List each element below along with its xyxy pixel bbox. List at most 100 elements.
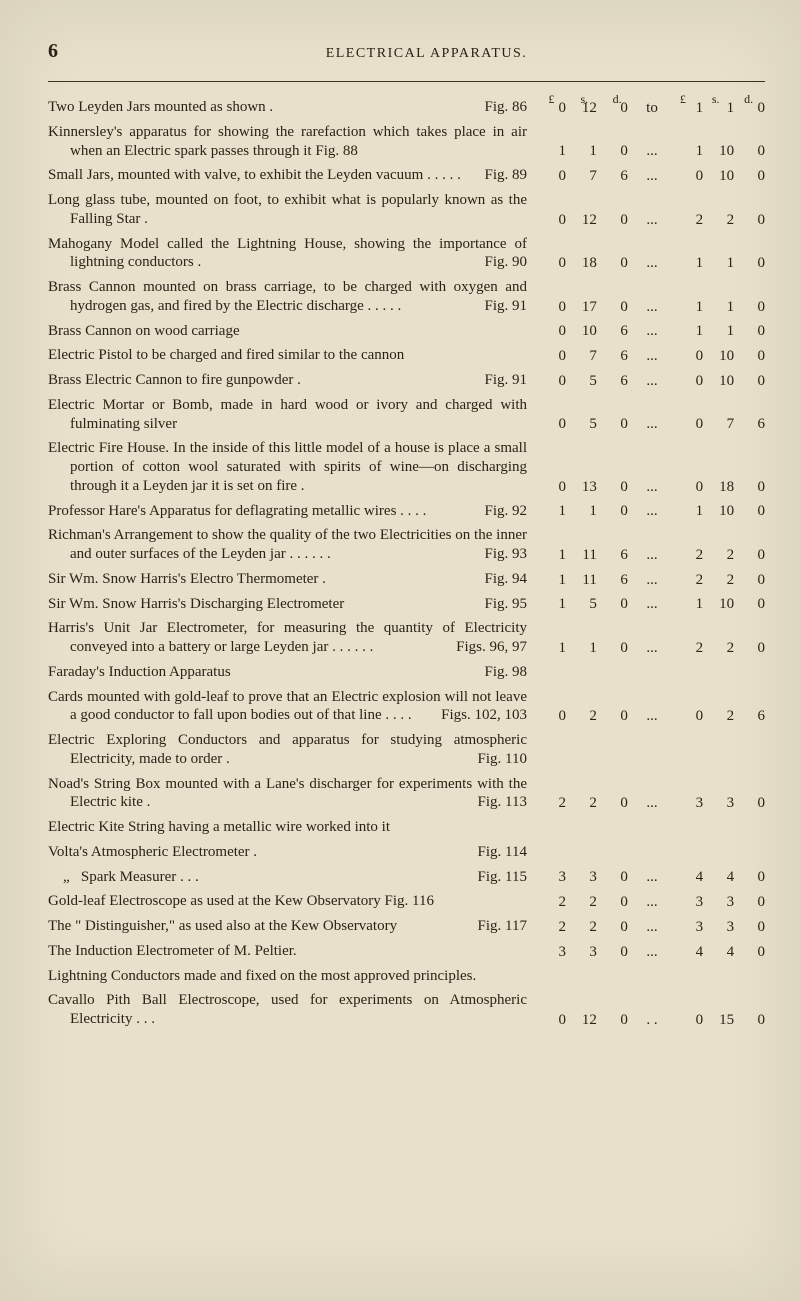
figure-reference: Fig. 91 bbox=[472, 371, 527, 390]
figure-reference: Fig. 94 bbox=[472, 570, 527, 589]
entry-description: Cards mounted with gold-leaf to prove th… bbox=[48, 688, 535, 726]
price-col: 0 bbox=[672, 168, 703, 185]
price-col: 3 bbox=[672, 894, 703, 911]
price-col: 10 bbox=[703, 143, 734, 160]
price-col: ... bbox=[628, 944, 672, 961]
price-col: 0 bbox=[734, 894, 765, 911]
price-col: ... bbox=[628, 255, 672, 272]
figure-reference: Fig. 113 bbox=[488, 793, 527, 812]
price-col: 12 bbox=[566, 1012, 597, 1029]
price-col: 3 bbox=[703, 919, 734, 936]
price-col: ... bbox=[628, 168, 672, 185]
price-col: 2 bbox=[703, 572, 734, 589]
price-col: 0 bbox=[734, 168, 765, 185]
price-col: ... bbox=[628, 640, 672, 657]
price-col: 6 bbox=[597, 168, 628, 185]
entry-description: Lightning Conductors made and fixed on t… bbox=[48, 967, 535, 986]
price-col: 0 bbox=[535, 708, 566, 725]
price-col: 0 bbox=[734, 255, 765, 272]
price-col: 2 bbox=[703, 547, 734, 564]
price-col: 0 bbox=[734, 503, 765, 520]
entry-price: 076...0100 bbox=[535, 348, 765, 365]
ph-d2: d. bbox=[732, 92, 765, 107]
price-col: 0 bbox=[672, 479, 703, 496]
price-col: 0 bbox=[597, 299, 628, 316]
ph-s2: s. bbox=[699, 92, 732, 107]
price-col: 0 bbox=[734, 869, 765, 886]
price-col: 2 bbox=[703, 640, 734, 657]
price-col: 11 bbox=[566, 547, 597, 564]
catalogue-entry: Sir Wm. Snow Harris's Discharging Electr… bbox=[48, 595, 765, 614]
entry-price: 330...440 bbox=[535, 944, 765, 961]
catalogue-entry: Harris's Unit Jar Electrometer, for meas… bbox=[48, 619, 765, 657]
price-col: 0 bbox=[597, 919, 628, 936]
price-col: 1 bbox=[672, 255, 703, 272]
entry-price: 220...330 bbox=[535, 894, 765, 911]
entry-description: Professor Hare's Apparatus for deflagrat… bbox=[48, 502, 535, 521]
price-col: 4 bbox=[672, 869, 703, 886]
page-number: 6 bbox=[48, 40, 88, 63]
price-col: 0 bbox=[734, 143, 765, 160]
price-col: 0 bbox=[535, 416, 566, 433]
catalogue-entry: The Induction Electrometer of M. Peltier… bbox=[48, 942, 765, 961]
price-col: 1 bbox=[535, 596, 566, 613]
entry-description: Sir Wm. Snow Harris's Discharging Electr… bbox=[48, 595, 535, 614]
price-col: 1 bbox=[672, 323, 703, 340]
entry-description: The Induction Electrometer of M. Peltier… bbox=[48, 942, 535, 961]
price-col: 0 bbox=[734, 348, 765, 365]
entry-price: 110...1100 bbox=[535, 503, 765, 520]
entry-price: 0180...110 bbox=[535, 255, 765, 272]
price-col: 4 bbox=[703, 944, 734, 961]
price-col: 3 bbox=[703, 894, 734, 911]
price-col: 0 bbox=[597, 869, 628, 886]
entry-description: Mahogany Model called the Lightning Hous… bbox=[48, 235, 535, 273]
price-col: 0 bbox=[535, 212, 566, 229]
price-col: 0 bbox=[535, 348, 566, 365]
price-col: 2 bbox=[672, 547, 703, 564]
figure-reference: Fig. 114 bbox=[466, 843, 527, 862]
price-col: 0 bbox=[535, 1012, 566, 1029]
catalogue-entry: Mahogany Model called the Lightning Hous… bbox=[48, 235, 765, 273]
figure-reference: Fig. 89 bbox=[494, 166, 527, 185]
entry-description: Two Leyden Jars mounted as shown . Fig. … bbox=[48, 98, 535, 117]
entry-description: Brass Cannon mounted on brass carriage, … bbox=[48, 278, 535, 316]
price-col: . . bbox=[628, 1012, 672, 1029]
price-col: 1 bbox=[566, 503, 597, 520]
price-col: ... bbox=[628, 299, 672, 316]
entry-description: Electric Fire House. In the inside of th… bbox=[48, 439, 535, 495]
price-col: 0 bbox=[734, 944, 765, 961]
price-col: 0 bbox=[535, 323, 566, 340]
entries-list: Two Leyden Jars mounted as shown . Fig. … bbox=[48, 98, 765, 1029]
entry-description: Cavallo Pith Ball Electroscope, used for… bbox=[48, 991, 535, 1029]
price-col: 3 bbox=[535, 944, 566, 961]
entry-price: 330...440 bbox=[535, 869, 765, 886]
price-col: ... bbox=[628, 596, 672, 613]
catalogue-entry: Brass Electric Cannon to fire gunpowder … bbox=[48, 371, 765, 390]
catalogue-entry: The " Distinguisher," as used also at th… bbox=[48, 917, 765, 936]
price-col: 0 bbox=[597, 1012, 628, 1029]
price-col: 0 bbox=[597, 212, 628, 229]
price-col: 0 bbox=[597, 596, 628, 613]
price-col: 0 bbox=[597, 944, 628, 961]
header-rule bbox=[48, 81, 765, 82]
price-col: 3 bbox=[535, 869, 566, 886]
figure-reference: Figs. 96, 97 bbox=[466, 638, 527, 657]
price-col: 1 bbox=[566, 640, 597, 657]
entry-price: 0106...110 bbox=[535, 323, 765, 340]
price-col: ... bbox=[628, 212, 672, 229]
catalogue-entry: Small Jars, mounted with valve, to exhib… bbox=[48, 166, 765, 185]
entry-price: 1116...220 bbox=[535, 547, 765, 564]
price-col: 0 bbox=[535, 255, 566, 272]
price-col: ... bbox=[628, 323, 672, 340]
catalogue-entry: Brass Cannon mounted on brass carriage, … bbox=[48, 278, 765, 316]
price-col: 2 bbox=[535, 919, 566, 936]
price-col: 2 bbox=[703, 708, 734, 725]
ph-d: d. bbox=[601, 92, 634, 107]
price-col: 0 bbox=[597, 479, 628, 496]
entry-description: Faraday's Induction Apparatus Fig. 98 bbox=[48, 663, 535, 682]
price-col: ... bbox=[628, 919, 672, 936]
entry-description: Electric Mortar or Bomb, made in hard wo… bbox=[48, 396, 535, 434]
figure-reference: Fig. 98 bbox=[472, 663, 527, 682]
entry-description: Brass Cannon on wood carriage bbox=[48, 322, 535, 341]
price-col: 1 bbox=[703, 323, 734, 340]
